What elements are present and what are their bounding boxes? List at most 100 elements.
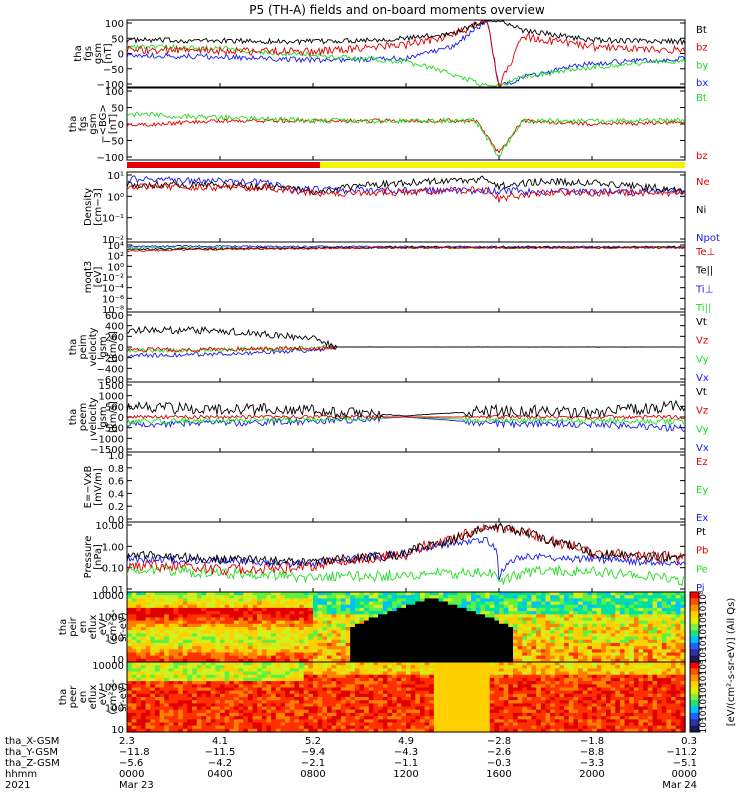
heatmap-cell (466, 709, 472, 714)
heatmap-cell (671, 611, 677, 615)
heatmap-cell (401, 592, 407, 596)
heatmap-cell (257, 652, 263, 657)
heatmap-cell (285, 655, 291, 660)
heatmap-cell (313, 655, 319, 660)
heatmap-cell (145, 617, 151, 622)
heatmap-cell (452, 595, 458, 599)
heatmap-cell (173, 633, 179, 638)
heatmap-cell (187, 658, 193, 663)
heatmap-cell (136, 623, 142, 628)
heatmap-cell (573, 627, 579, 631)
heatmap-cell (299, 677, 305, 682)
heatmap-cell (313, 646, 319, 650)
heatmap-cell (550, 617, 556, 622)
heatmap-cell (503, 617, 509, 622)
heatmap-cell (317, 725, 323, 730)
heatmap-cell (308, 611, 314, 615)
heatmap-cell (387, 668, 393, 673)
heatmap-cell (275, 646, 282, 650)
heatmap-cell (140, 677, 147, 682)
heatmap-cell (257, 633, 263, 638)
heatmap-cell (313, 592, 319, 596)
series-by (127, 43, 685, 87)
heatmap-cell (210, 614, 216, 619)
heatmap-cell (196, 684, 203, 689)
heatmap-cell (475, 687, 482, 692)
heatmap-cell (513, 690, 519, 695)
heatmap-cell (392, 681, 398, 685)
heatmap-cell (578, 614, 584, 619)
heatmap-cell (275, 633, 282, 638)
heatmap-cell (619, 630, 626, 634)
heatmap-cell (526, 636, 533, 641)
heatmap-cell (531, 655, 537, 660)
heatmap-cell (178, 703, 184, 708)
heatmap-cell (233, 684, 240, 689)
heatmap-cell (340, 677, 347, 682)
heatmap-cell (540, 703, 547, 708)
heatmap-cell (429, 668, 435, 673)
heatmap-cell (294, 690, 300, 695)
heatmap-cell (420, 681, 426, 685)
y-tick-label: 500 (105, 402, 124, 413)
heatmap-cell (252, 604, 258, 609)
y-axis-label-line: Density (83, 188, 94, 226)
heatmap-cell (531, 700, 537, 704)
heatmap-cell (317, 642, 323, 647)
heatmap-cell (252, 684, 258, 689)
heatmap-cell (401, 697, 407, 701)
heatmap-cell (508, 642, 514, 647)
heatmap-cell (489, 652, 495, 657)
heatmap-cell (206, 671, 212, 676)
heatmap-cell (294, 595, 300, 599)
heatmap-cell (382, 592, 389, 596)
heatmap-cell (382, 611, 389, 615)
heatmap-cell (531, 595, 537, 599)
heatmap-cell (536, 703, 542, 708)
heatmap-cell (285, 601, 291, 606)
heatmap-cell (564, 639, 570, 644)
heatmap-cell (396, 611, 402, 615)
heatmap-cell (592, 639, 598, 644)
heatmap-cell (220, 633, 226, 638)
heatmap-cell (154, 681, 161, 685)
heatmap-cell (480, 592, 486, 596)
heatmap-cell (429, 671, 435, 676)
heatmap-cell (359, 662, 365, 666)
heatmap-cell (359, 636, 365, 641)
heatmap-cell (229, 646, 235, 650)
heatmap-cell (485, 655, 491, 660)
heatmap-cell (373, 598, 379, 603)
heatmap-cell (243, 646, 249, 650)
heatmap-cell (480, 642, 486, 647)
heatmap-cell (592, 592, 598, 596)
heatmap-cell (229, 706, 235, 711)
heatmap-cell (173, 604, 179, 609)
heatmap-cell (392, 668, 398, 673)
heatmap-cell (331, 630, 337, 634)
heatmap-cell (178, 709, 184, 714)
heatmap-cell (508, 728, 514, 733)
heatmap-cell (424, 658, 430, 663)
heatmap-cell (401, 658, 407, 663)
heatmap-cell (164, 614, 170, 619)
heatmap-cell (164, 687, 170, 692)
heatmap-cell (257, 668, 263, 673)
heatmap-cell (233, 636, 240, 641)
heatmap-cell (331, 598, 337, 603)
heatmap-cell (336, 700, 342, 704)
heatmap-cell (433, 623, 440, 628)
heatmap-cell (387, 639, 393, 644)
heatmap-cell (271, 719, 277, 724)
heatmap-cell (289, 601, 296, 606)
heatmap-cell (210, 636, 216, 641)
heatmap-cell (192, 665, 198, 669)
heatmap-cell (638, 649, 644, 654)
heatmap-cell (299, 601, 305, 606)
heatmap-cell (164, 712, 170, 717)
heatmap-cell (164, 703, 170, 708)
heatmap-cell (368, 601, 375, 606)
heatmap-cell (643, 595, 649, 599)
heatmap-cell (350, 646, 356, 650)
heatmap-cell (136, 700, 142, 704)
